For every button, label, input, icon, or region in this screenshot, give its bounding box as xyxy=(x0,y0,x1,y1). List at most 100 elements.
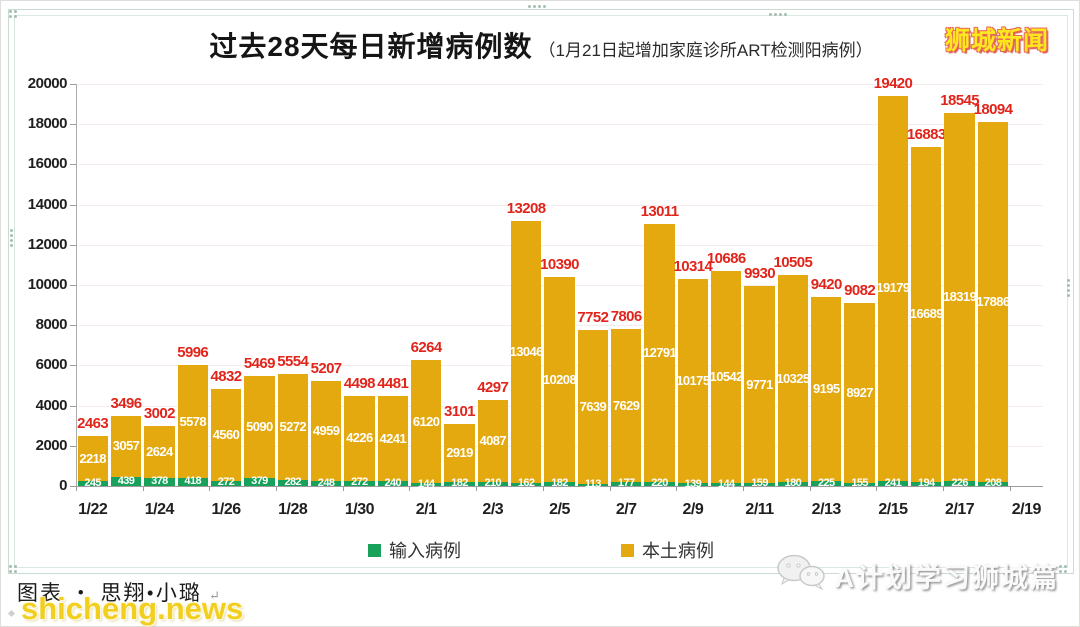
bar-imported-segment xyxy=(777,482,809,486)
x-axis-label: 1/24 xyxy=(144,501,175,518)
bar-local-label: 16689 xyxy=(909,306,944,322)
bar-imported-segment xyxy=(744,482,775,486)
bar-imported-label: 177 xyxy=(617,477,635,490)
bar-imported-label: 226 xyxy=(951,476,968,489)
y-axis-tick xyxy=(70,285,76,286)
bar-imported-segment xyxy=(711,483,742,486)
bar-local-label: 2919 xyxy=(446,445,473,460)
resize-handle-bottom-left[interactable] xyxy=(9,565,12,568)
bar-total-label: 3101 xyxy=(443,402,476,420)
bar-imported-label: 418 xyxy=(184,474,201,487)
x-axis-label: 2/7 xyxy=(615,501,637,518)
resize-handle-top-middle[interactable] xyxy=(528,5,531,8)
bar-local-segment xyxy=(711,271,742,484)
paragraph-mark: ↵ xyxy=(209,588,221,603)
bar-imported-segment xyxy=(677,483,709,486)
x-axis-line xyxy=(76,486,1043,487)
bar-local-label: 5090 xyxy=(246,419,273,435)
bar-imported-segment xyxy=(977,481,1009,486)
bar-local-label: 10208 xyxy=(542,371,577,387)
bar-local-segment xyxy=(277,374,308,481)
bar-local-segment xyxy=(144,425,175,479)
bar-imported-label: 439 xyxy=(117,474,135,487)
bar-total-label: 4481 xyxy=(377,374,409,392)
bar-total-label: 4832 xyxy=(210,367,243,385)
bar-local-segment xyxy=(510,220,542,483)
x-axis-tick xyxy=(276,486,278,491)
bar-total-label: 16883 xyxy=(906,125,946,143)
bar-local-segment xyxy=(377,395,408,482)
bar-local-segment xyxy=(944,113,975,482)
bar-local-segment xyxy=(444,423,475,483)
bar-imported-label: 144 xyxy=(717,477,735,490)
y-axis-label: 10000 xyxy=(27,276,68,293)
y-axis-tick xyxy=(70,486,76,487)
bar-imported-segment xyxy=(877,481,909,486)
bar-total-label: 5207 xyxy=(310,360,343,378)
y-axis-label: 4000 xyxy=(35,396,68,414)
x-axis-label: 2/9 xyxy=(682,501,704,518)
bar-imported-segment xyxy=(344,480,375,486)
resize-handle-top-left[interactable] xyxy=(9,10,12,13)
bar-imported-label: 159 xyxy=(751,477,768,490)
y-axis-label: 20000 xyxy=(27,75,68,92)
y-axis-tick xyxy=(70,204,76,206)
x-axis-tick xyxy=(409,486,411,491)
bar-imported-label: 241 xyxy=(884,476,902,489)
x-axis-tick xyxy=(542,486,544,491)
bar-imported-label: 182 xyxy=(551,477,568,490)
bar-imported-label: 162 xyxy=(517,477,535,490)
bar-local-segment xyxy=(77,436,108,482)
bar-total-label: 7806 xyxy=(610,308,643,326)
bar-imported-segment xyxy=(577,483,609,486)
legend-label-imported: 输入病例 xyxy=(389,541,461,561)
y-axis-tick xyxy=(70,164,76,166)
bar-local-label: 4087 xyxy=(479,432,507,448)
bar-total-label: 3496 xyxy=(110,394,143,412)
bar-total-label: 2463 xyxy=(77,415,109,433)
bar-total-label: 5469 xyxy=(243,355,276,373)
y-axis-line xyxy=(76,84,77,486)
gridline xyxy=(76,124,1043,126)
bar-local-segment xyxy=(677,278,709,484)
bar-total-label: 10314 xyxy=(673,257,713,275)
bar-local-segment xyxy=(210,388,242,481)
x-axis-tick xyxy=(676,486,678,491)
y-axis-tick xyxy=(70,244,76,246)
bar-local-label: 8927 xyxy=(846,385,873,401)
bar-imported-segment xyxy=(110,477,142,486)
bar-local-segment xyxy=(611,329,642,483)
x-axis-tick xyxy=(476,486,478,491)
x-axis-tick xyxy=(876,486,878,491)
y-axis-label: 6000 xyxy=(35,356,68,374)
bar-total-label: 19420 xyxy=(873,74,913,92)
bar-total-label: 4297 xyxy=(477,378,509,396)
bar-imported-label: 139 xyxy=(684,477,702,490)
resize-handle-left-middle[interactable] xyxy=(10,229,13,232)
y-axis-label: 18000 xyxy=(27,115,68,133)
bar-local-label: 3057 xyxy=(112,438,140,454)
chart-legend: 输入病例 本土病例 xyxy=(1,537,1080,563)
gridline xyxy=(76,244,1043,246)
bar-imported-label: 113 xyxy=(584,477,602,490)
bar-local-segment xyxy=(577,330,609,484)
bar-local-label: 19179 xyxy=(876,280,910,296)
x-axis-tick xyxy=(142,486,144,491)
resize-handle-right-middle[interactable] xyxy=(1067,279,1070,282)
y-axis-label: 0 xyxy=(59,477,67,494)
bar-local-segment xyxy=(811,296,842,482)
y-axis-label: 2000 xyxy=(35,436,68,454)
legend-item-local: 本土病例 xyxy=(621,537,714,563)
bar-imported-segment xyxy=(177,477,208,486)
bar-local-label: 10175 xyxy=(676,372,710,388)
bar-total-label: 18545 xyxy=(940,92,979,110)
bar-local-segment xyxy=(844,303,875,483)
bar-local-label: 6120 xyxy=(412,413,440,429)
bar-imported-label: 240 xyxy=(384,476,402,489)
chart-title-row: 过去28天每日新增病例数 （1月21日起增加家庭诊所ART检测阳病例） xyxy=(1,25,1080,65)
resize-handle-bottom-right[interactable] xyxy=(1059,565,1062,568)
resize-handle-top[interactable] xyxy=(769,13,772,16)
wechat-icon xyxy=(775,553,827,598)
bar-imported-label: 180 xyxy=(784,477,802,490)
